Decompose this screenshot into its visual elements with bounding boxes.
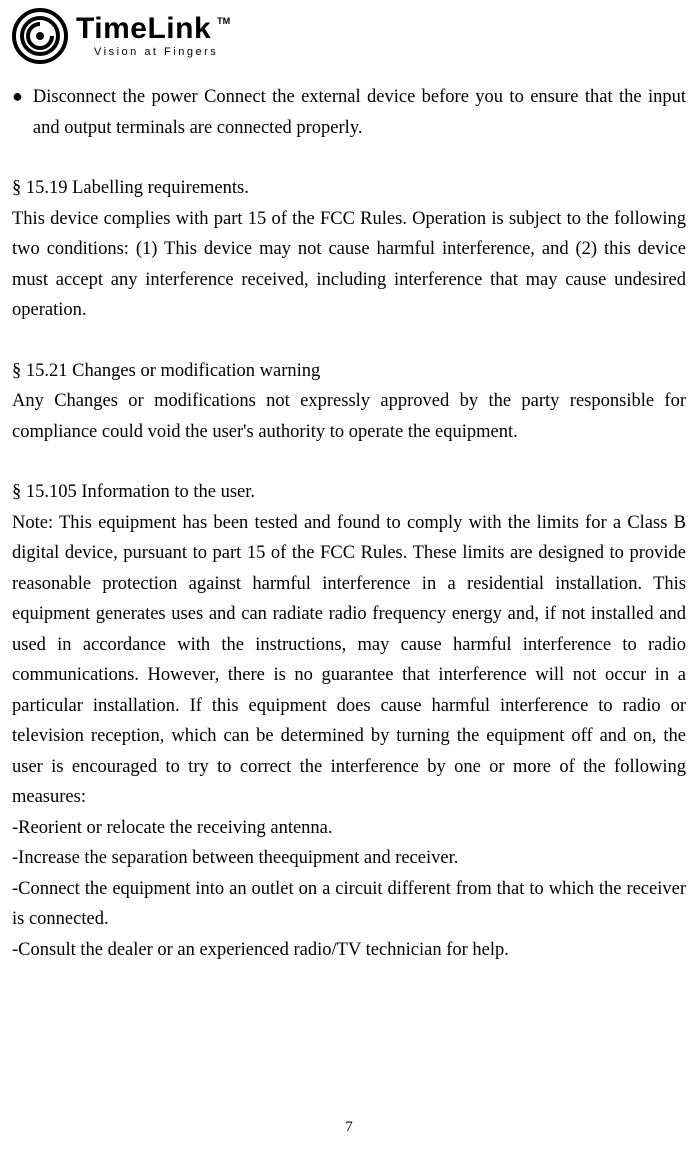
section-body-1521: Any Changes or modifications not express… [12, 386, 686, 447]
brand-block: TimeLink TM Vision at Fingers [76, 14, 230, 58]
section-heading-1521: § 15.21 Changes or modification warning [12, 356, 686, 387]
document-page: TimeLink TM Vision at Fingers ● Disconne… [0, 0, 698, 1154]
measure-4: -Consult the dealer or an experienced ra… [12, 935, 686, 966]
timelink-logo-icon [12, 8, 68, 64]
bullet-item: ● Disconnect the power Connect the exter… [12, 82, 686, 143]
bullet-icon: ● [12, 82, 23, 112]
brand-name: TimeLink [76, 14, 211, 44]
trademark-label: TM [217, 16, 230, 26]
measure-1: -Reorient or relocate the receiving ante… [12, 813, 686, 844]
bullet-text: Disconnect the power Connect the externa… [33, 82, 686, 143]
brand-tagline: Vision at Fingers [94, 46, 230, 58]
section-heading-15105: § 15.105 Information to the user. [12, 477, 686, 508]
section-body-15105: Note: This equipment has been tested and… [12, 508, 686, 813]
measure-3: -Connect the equipment into an outlet on… [12, 874, 686, 935]
page-number: 7 [0, 1119, 698, 1136]
section-heading-1519: § 15.19 Labelling requirements. [12, 173, 686, 204]
measure-2: -Increase the separation between theequi… [12, 843, 686, 874]
header: TimeLink TM Vision at Fingers [12, 8, 686, 64]
body-content: ● Disconnect the power Connect the exter… [12, 82, 686, 965]
section-body-1519: This device complies with part 15 of the… [12, 204, 686, 326]
